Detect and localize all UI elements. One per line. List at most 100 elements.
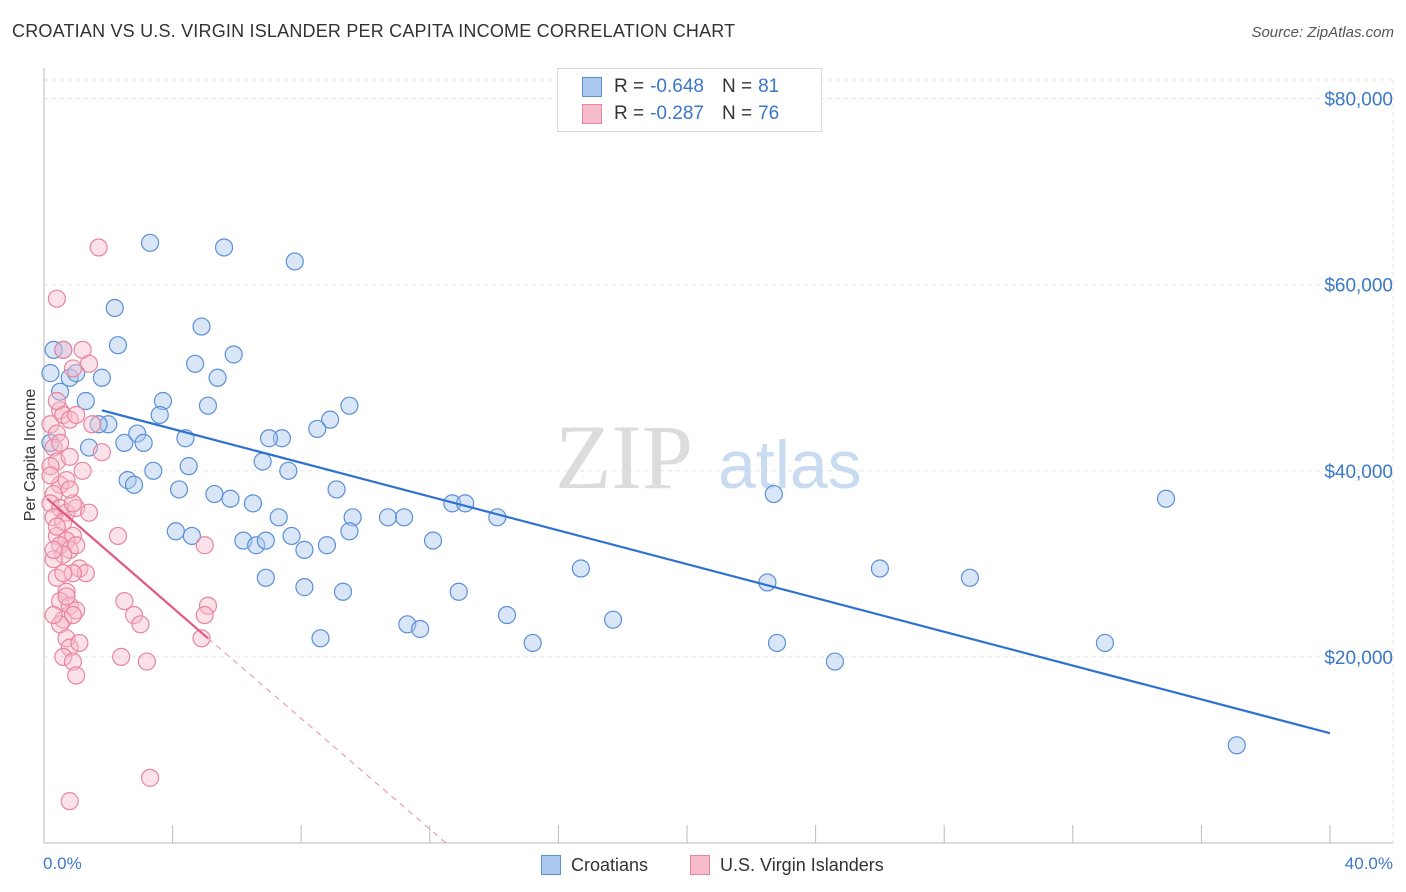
- croatians-point: [449, 582, 468, 601]
- croatians-point: [282, 526, 301, 546]
- croatians-point: [523, 633, 542, 653]
- croatians-point: [182, 526, 201, 546]
- virgin-islanders-point: [50, 433, 70, 452]
- croatians-point: [272, 429, 292, 448]
- croatians-point: [767, 633, 787, 653]
- virgin-islanders-point: [60, 638, 79, 657]
- virgin-islanders-trend-extension: [207, 637, 447, 844]
- croatians-point: [295, 578, 314, 597]
- croatians-point: [128, 424, 147, 443]
- legend-r-value: -0.287: [650, 103, 704, 124]
- virgin-islanders-point: [44, 605, 63, 625]
- virgin-islanders-point: [89, 238, 108, 257]
- legend-r-label: R =: [614, 76, 645, 97]
- virgin-islanders-point: [115, 591, 134, 611]
- virgin-islanders-point: [57, 582, 76, 601]
- croatians-point: [44, 340, 63, 359]
- croatians-point: [221, 489, 240, 508]
- croatians-point: [411, 619, 430, 639]
- croatians-point: [41, 364, 60, 383]
- virgin-islanders-point: [63, 359, 83, 378]
- croatians-trend-line: [101, 409, 1331, 735]
- virgin-islanders-point: [44, 540, 63, 559]
- virgin-islanders-point: [44, 550, 63, 569]
- virgin-islanders-point: [140, 768, 160, 787]
- croatians-point: [92, 368, 111, 387]
- croatians-point: [269, 508, 288, 527]
- croatians-point: [169, 480, 189, 499]
- axes: [43, 68, 1393, 844]
- croatians-point: [243, 494, 263, 513]
- croatians-point: [89, 415, 108, 434]
- legend-n-value: 76: [758, 103, 780, 124]
- legend-r-value: -0.648: [650, 76, 704, 97]
- bottom-legend-swatch-virgin-islanders: [690, 855, 710, 875]
- croatians-point: [603, 610, 623, 629]
- bottom-legend-label-croatians: Croatians: [571, 854, 649, 875]
- croatians-point: [825, 652, 844, 671]
- virgin-islanders-trend-line: [46, 497, 209, 640]
- virgin-islanders-point: [73, 461, 92, 480]
- croatians-point: [108, 336, 128, 355]
- virgin-islanders-point: [54, 340, 73, 359]
- croatians-point: [166, 522, 185, 541]
- virgin-islanders-point: [67, 536, 86, 555]
- croatians-point: [295, 540, 314, 559]
- croatians-point: [134, 433, 153, 452]
- virgin-islanders-point: [63, 494, 83, 513]
- virgin-islanders-point: [63, 564, 83, 583]
- virgin-islanders-point: [60, 792, 79, 811]
- croatians-point: [256, 531, 275, 550]
- virgin-islanders-point: [63, 605, 83, 625]
- trend-lines: [46, 409, 1331, 844]
- virgin-islanders-point: [195, 536, 214, 555]
- virgin-islanders-point: [47, 289, 66, 308]
- croatians-point: [198, 396, 218, 415]
- legend-row-croatians: R = -0.648 N = 81: [582, 75, 779, 99]
- croatians-point: [327, 480, 346, 499]
- croatians-point: [208, 368, 227, 387]
- croatians-point: [308, 419, 327, 439]
- virgin-islanders-point: [67, 405, 86, 425]
- croatians-point: [224, 345, 243, 364]
- croatians-point: [150, 405, 169, 425]
- croatians-point: [960, 568, 980, 587]
- chart-title: CROATIAN VS U.S. VIRGIN ISLANDER PER CAP…: [12, 21, 736, 41]
- legend-r-label: R =: [614, 103, 645, 124]
- virgin-islanders-point: [60, 480, 79, 499]
- virgin-islanders-point: [41, 415, 60, 434]
- croatians-point: [764, 484, 783, 504]
- croatians-point: [99, 415, 118, 434]
- virgin-islanders-point: [137, 652, 156, 671]
- croatians-point: [340, 522, 359, 541]
- croatians-point: [1156, 489, 1176, 508]
- watermark-zip: ZIP: [555, 406, 693, 508]
- croatians-point: [105, 298, 124, 318]
- virgin-islanders-point: [41, 466, 60, 485]
- virgin-islanders-point: [54, 564, 73, 583]
- bottom-legend-virgin-islanders: U.S. Virgin Islanders: [690, 853, 884, 877]
- croatians-point: [343, 508, 362, 527]
- croatians-points: [41, 233, 1246, 755]
- croatians-point: [333, 582, 353, 601]
- virgin-islanders-points: [41, 238, 218, 811]
- virgin-islanders-point: [41, 494, 60, 513]
- source-label: Source: ZipAtlas.com: [1251, 24, 1394, 41]
- virgin-islanders-point: [54, 545, 73, 564]
- croatians-point: [256, 568, 275, 587]
- virgin-islanders-point: [41, 457, 60, 476]
- y-tick-label: $40,000: [1324, 462, 1393, 483]
- croatians-point: [870, 559, 890, 578]
- virgin-islanders-point: [47, 391, 66, 411]
- x-tick-label-min: 0.0%: [43, 854, 82, 873]
- croatians-point: [192, 317, 211, 336]
- virgin-islanders-point: [112, 647, 131, 667]
- virgin-islanders-point: [83, 415, 102, 434]
- croatians-point: [1227, 736, 1246, 755]
- stats-legend: R = -0.648 N = 81 R = -0.287 N = 76: [557, 68, 822, 132]
- legend-n-label: N =: [721, 103, 753, 124]
- x-tick-label-max: 40.0%: [1345, 854, 1393, 873]
- y-tick-labels: $20,000 $40,000 $60,000 $80,000: [1324, 90, 1393, 669]
- virgin-islanders-point: [67, 666, 86, 685]
- virgin-islanders-point: [195, 605, 214, 625]
